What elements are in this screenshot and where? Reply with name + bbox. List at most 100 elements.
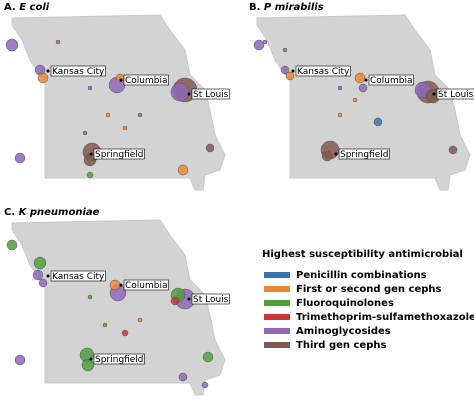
city-box (50, 65, 106, 77)
map-panel: C. K pneumoniae Kansas City Columbia St Lou… (4, 207, 230, 396)
city-box (191, 293, 230, 305)
site-bubble (33, 256, 47, 270)
site-bubble (337, 85, 343, 91)
panel-organism: E coli (19, 2, 50, 13)
site-bubble (358, 83, 368, 93)
city-box (93, 353, 145, 365)
map-panel: B. P mirabilis Kansas City Columbia St Loui… (249, 2, 474, 191)
panel-title: C. K pneumoniae (4, 207, 100, 218)
site-bubble (5, 38, 19, 52)
site-bubble (282, 47, 288, 53)
state-shape (11, 219, 226, 396)
site-bubble (86, 171, 94, 179)
site-bubble (354, 72, 366, 84)
city-dot (334, 152, 338, 156)
site-bubble (55, 39, 61, 45)
legend-swatch (264, 314, 290, 320)
site-bubble (321, 150, 333, 162)
site-bubble (337, 112, 343, 118)
city-box (295, 65, 351, 77)
site-bubble (82, 130, 88, 136)
site-bubble (6, 239, 18, 251)
site-bubble (87, 294, 93, 300)
city-label: Springfield (340, 150, 388, 160)
site-bubble (122, 125, 128, 131)
city-box (123, 279, 169, 291)
site-bubble (280, 65, 290, 75)
site-bubble (87, 85, 93, 91)
site-bubble (253, 39, 265, 51)
city-box (93, 148, 145, 160)
city-dot (187, 92, 191, 96)
legend-label: Third gen cephs (296, 340, 386, 351)
panel-label: A. (4, 2, 16, 13)
city-dot (432, 92, 436, 96)
site-bubble (137, 317, 143, 323)
site-bubble (109, 279, 121, 291)
city-label: Kansas City (52, 272, 105, 282)
site-bubble (262, 39, 268, 45)
city-label: Columbia (125, 76, 168, 86)
legend-swatch (264, 328, 290, 334)
site-bubble (38, 278, 48, 288)
site-bubble (32, 269, 44, 281)
city-dot (364, 78, 368, 82)
city-box (123, 74, 169, 86)
city-box (50, 270, 106, 282)
legend-swatch (264, 300, 290, 306)
city-label: St Louis (193, 295, 229, 305)
site-bubble (373, 117, 383, 127)
panel-title: A. E coli (4, 2, 50, 13)
city-label: Columbia (125, 281, 168, 291)
panel-organism: P mirabilis (264, 2, 324, 13)
legend-title: Highest susceptibility antimicrobial (262, 249, 463, 260)
site-bubble (285, 71, 295, 81)
city-box (436, 88, 474, 100)
panel-label: B. (249, 2, 260, 13)
site-bubble (170, 82, 190, 102)
site-bubble (170, 296, 180, 306)
city-dot (119, 78, 123, 82)
legend-label: Aminoglycosides (296, 326, 391, 337)
legend-label: Fluoroquinolones (296, 298, 394, 309)
site-bubble (81, 358, 95, 372)
city-box (191, 88, 230, 100)
legend-label: Trimethoprim-sulfamethoxazole (296, 312, 474, 323)
city-dot (89, 357, 93, 361)
city-label: St Louis (438, 90, 474, 100)
city-dot (89, 152, 93, 156)
legend-swatch (264, 286, 290, 292)
state-shape (256, 14, 471, 191)
site-bubble (105, 112, 111, 118)
city-label: St Louis (193, 90, 229, 100)
city-dot (187, 297, 191, 301)
site-bubble (177, 164, 189, 176)
site-bubble (448, 145, 458, 155)
city-label: Columbia (370, 76, 413, 86)
site-bubble (137, 112, 143, 118)
legend-label: First or second gen cephs (296, 284, 442, 295)
site-bubble (205, 143, 215, 153)
site-bubble (14, 152, 26, 164)
site-bubble (352, 97, 358, 103)
city-dot (46, 274, 50, 278)
panel-organism: K pneumoniae (19, 207, 100, 218)
legend-swatch (264, 342, 290, 348)
state-shape (11, 14, 226, 191)
site-bubble (121, 329, 129, 337)
city-dot (291, 69, 295, 73)
map-panel: A. E coli Kansas City Columbia St Louis Spri… (4, 2, 230, 191)
site-bubble (37, 72, 49, 84)
site-bubble (178, 372, 188, 382)
city-label: Springfield (95, 150, 143, 160)
site-bubble (102, 322, 108, 328)
panel-label: C. (4, 207, 15, 218)
panel-title: B. P mirabilis (249, 2, 324, 13)
city-dot (46, 69, 50, 73)
legend-label: Penicillin combinations (296, 270, 427, 281)
city-label: Kansas City (52, 67, 105, 77)
city-box (368, 74, 414, 86)
site-bubble (201, 381, 209, 389)
city-dot (119, 283, 123, 287)
